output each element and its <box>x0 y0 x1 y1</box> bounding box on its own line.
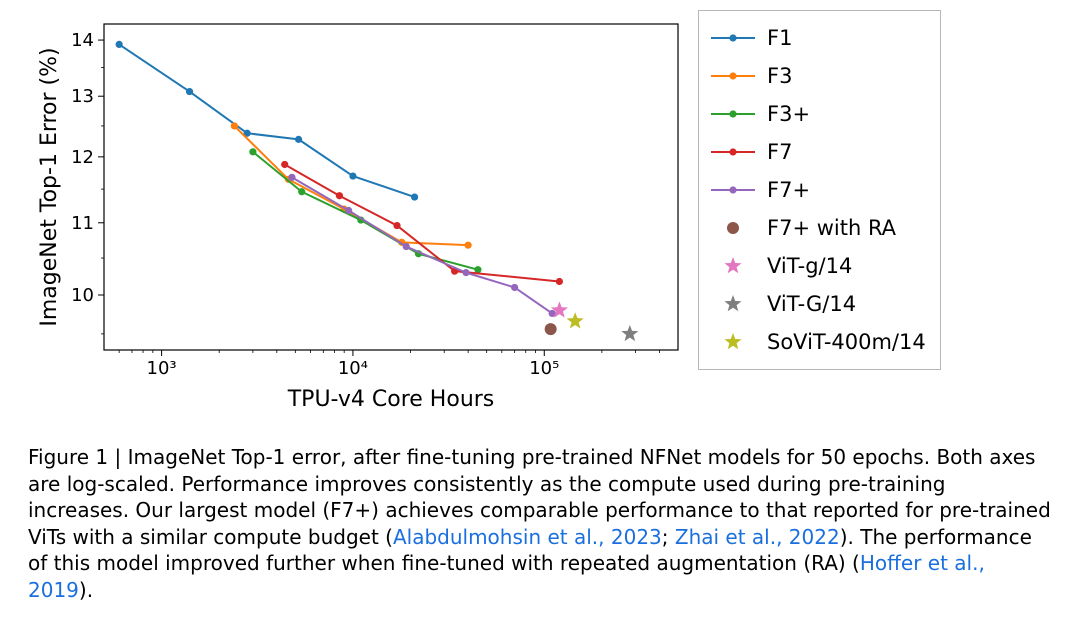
legend-label: F3+ <box>767 102 810 126</box>
legend-entry: F7 <box>709 133 926 171</box>
legend-entry: F7+ <box>709 171 926 209</box>
legend-entry: ViT-G/14 <box>709 285 926 323</box>
svg-text:ImageNet Top-1 Error (%): ImageNet Top-1 Error (%) <box>37 47 62 326</box>
svg-text:14: 14 <box>71 30 94 51</box>
caption-body-3: ). <box>79 578 93 602</box>
svg-text:13: 13 <box>71 86 94 107</box>
legend-label: F3 <box>767 64 792 88</box>
legend-label: F7+ with RA <box>767 216 896 240</box>
svg-text:12: 12 <box>71 147 94 168</box>
citation-1: Alabdulmohsin et al., 2023 <box>393 525 662 549</box>
legend-swatch <box>709 292 757 316</box>
series-f7-with-ra <box>545 323 557 335</box>
legend-label: F7 <box>767 140 792 164</box>
legend-swatch <box>709 26 757 50</box>
legend-label: F7+ <box>767 178 810 202</box>
svg-text:10⁴: 10⁴ <box>338 358 368 379</box>
chart-plot: 10³ 10⁴ 10⁵ 10 11 12 13 14 TPU-v4 Core Hours Imag… <box>28 10 688 434</box>
legend-label: SoViT-400m/14 <box>767 330 926 354</box>
legend-entry: F7+ with RA <box>709 209 926 247</box>
figure-caption: Figure 1 | ImageNet Top-1 error, after f… <box>28 444 1052 604</box>
legend-swatch <box>709 64 757 88</box>
chart-legend: F1 F3 F3+ F7 F7+ F7+ with RA ViT-g/14 ViT-G/14 S… <box>698 10 941 370</box>
svg-text:10⁵: 10⁵ <box>529 358 559 379</box>
caption-sep-1: ; <box>662 525 675 549</box>
legend-label: ViT-G/14 <box>767 292 856 316</box>
legend-entry: F1 <box>709 19 926 57</box>
legend-entry: ViT-g/14 <box>709 247 926 285</box>
legend-label: ViT-g/14 <box>767 254 852 278</box>
legend-swatch <box>709 254 757 278</box>
chart-svg: 10³ 10⁴ 10⁵ 10 11 12 13 14 TPU-v4 Core Hours Imag… <box>28 10 688 430</box>
legend-swatch <box>709 330 757 354</box>
svg-text:10³: 10³ <box>147 358 177 379</box>
citation-2: Zhai et al., 2022 <box>675 525 840 549</box>
caption-prefix: Figure 1 | <box>28 445 128 469</box>
svg-text:TPU-v4 Core Hours: TPU-v4 Core Hours <box>287 387 495 412</box>
svg-text:10: 10 <box>71 285 94 306</box>
legend-entry: F3+ <box>709 95 926 133</box>
legend-label: F1 <box>767 26 792 50</box>
legend-entry: F3 <box>709 57 926 95</box>
legend-swatch <box>709 140 757 164</box>
legend-swatch <box>709 178 757 202</box>
legend-entry: SoViT-400m/14 <box>709 323 926 361</box>
legend-swatch <box>709 102 757 126</box>
legend-swatch <box>709 216 757 240</box>
svg-text:11: 11 <box>71 213 94 234</box>
